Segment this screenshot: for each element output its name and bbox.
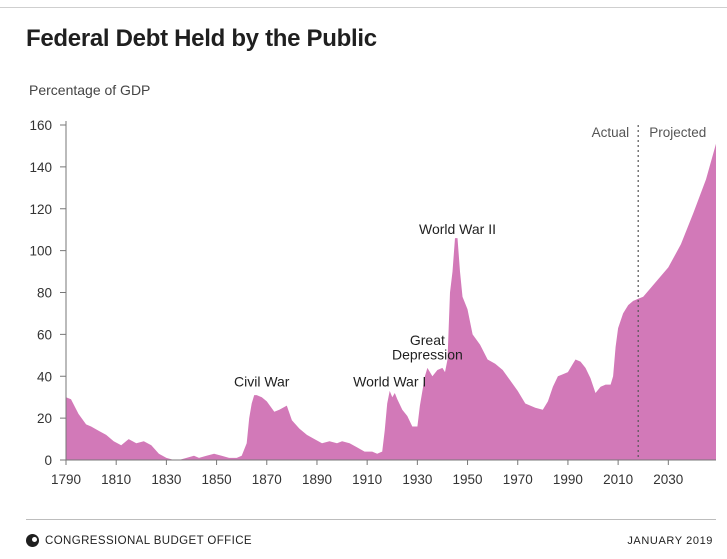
x-tick-label: 1830 xyxy=(151,472,181,487)
x-tick-label: 2030 xyxy=(653,472,683,487)
event-annotation: Depression xyxy=(392,347,463,363)
footer-divider xyxy=(26,519,716,520)
x-tick-label: 2010 xyxy=(603,472,633,487)
y-tick-label: 160 xyxy=(29,118,52,133)
actual-label: Actual xyxy=(592,125,630,140)
x-tick-label: 1810 xyxy=(101,472,131,487)
organization-name: CONGRESSIONAL BUDGET OFFICE xyxy=(45,534,252,547)
y-tick-label: 60 xyxy=(37,327,52,342)
event-annotation: Great xyxy=(410,332,445,348)
y-tick-label: 120 xyxy=(29,202,52,217)
chart-title: Federal Debt Held by the Public xyxy=(26,25,377,52)
x-tick-label: 1990 xyxy=(553,472,583,487)
y-tick-label: 100 xyxy=(29,244,52,259)
y-tick-label: 80 xyxy=(37,286,52,301)
x-tick-label: 1970 xyxy=(503,472,533,487)
x-tick-label: 1870 xyxy=(252,472,282,487)
y-axis-label: Percentage of GDP xyxy=(29,82,151,98)
publication-date: JANUARY 2019 xyxy=(627,535,713,547)
x-tick-label: 1850 xyxy=(202,472,232,487)
y-tick-label: 40 xyxy=(37,369,52,384)
x-tick-label: 1930 xyxy=(402,472,432,487)
event-annotation: World War II xyxy=(419,221,496,237)
projected-label: Projected xyxy=(649,125,706,140)
event-annotation: Civil War xyxy=(234,374,290,390)
y-tick-label: 0 xyxy=(44,453,52,468)
y-tick-label: 20 xyxy=(37,411,52,426)
y-tick-label: 140 xyxy=(29,160,52,175)
top-divider xyxy=(0,7,727,8)
event-annotation: World War I xyxy=(353,374,426,390)
x-tick-label: 1950 xyxy=(453,472,483,487)
footer-source: CONGRESSIONAL BUDGET OFFICE xyxy=(26,534,252,547)
x-tick-label: 1890 xyxy=(302,472,332,487)
debt-area-series xyxy=(66,143,716,461)
x-tick-label: 1790 xyxy=(51,472,81,487)
cbo-logo-icon xyxy=(26,534,39,547)
x-tick-label: 1910 xyxy=(352,472,382,487)
